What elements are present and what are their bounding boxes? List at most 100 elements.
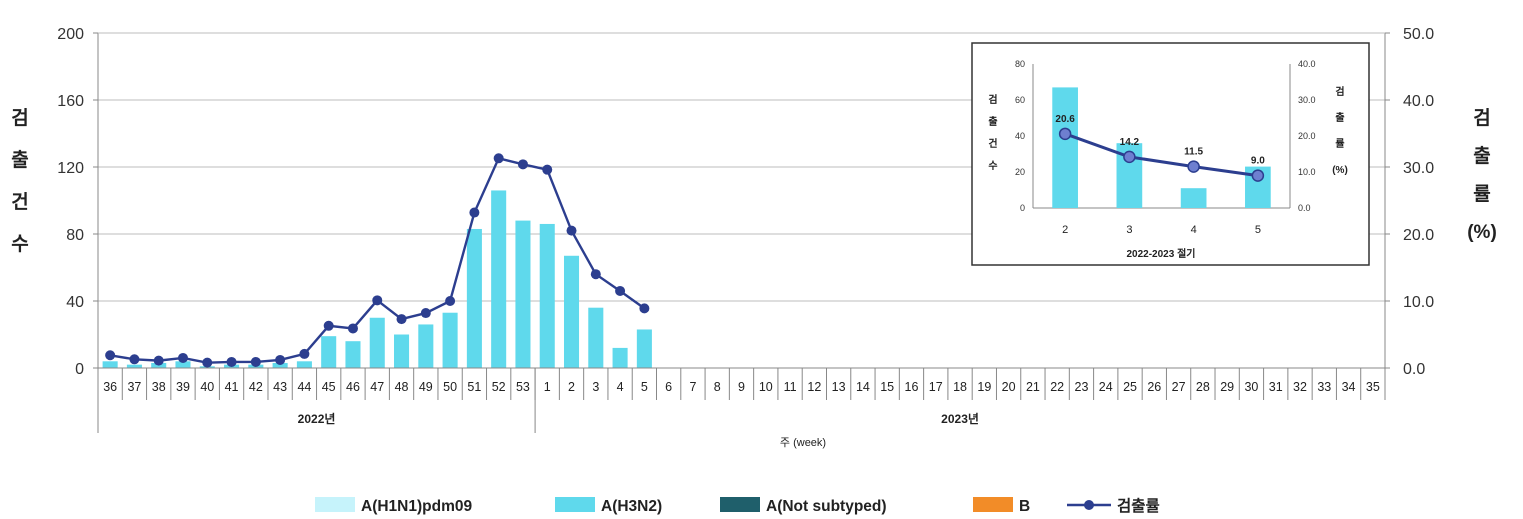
legend-swatch-2	[720, 497, 760, 512]
x-tick-label-44: 44	[297, 380, 311, 394]
legend-swatch-3	[973, 497, 1013, 512]
x-ticks: 36 37 38 39 40 41 42 43 44 45 46 47 48 49 50 51 52 53 1 2 3 4…	[103, 380, 1380, 426]
bar-ah3n2-44	[296, 361, 312, 368]
x-tick-label-14: 14	[856, 380, 870, 394]
x-tick-label-41: 41	[225, 380, 239, 394]
right-tick-label-2: 20.0	[1403, 227, 1434, 244]
inset-left-tick-1: 20	[1015, 167, 1025, 177]
rate-point-50	[445, 296, 456, 306]
x-tick-label-33: 33	[1317, 380, 1331, 394]
rate-point-44	[299, 348, 310, 359]
inset-rate-point-5	[1251, 169, 1265, 182]
x-tick-label-23: 23	[1075, 380, 1089, 394]
inset-rate-line	[1064, 132, 1259, 178]
bar-ah3n2-5	[636, 329, 652, 368]
x-tick-label-17: 17	[929, 380, 943, 394]
x-tick-label-36: 36	[103, 380, 117, 394]
x-tick-label-27: 27	[1172, 380, 1186, 394]
rate-point-38	[153, 355, 164, 366]
inset-left-tick-4: 80	[1015, 59, 1025, 69]
x-tick-label-13: 13	[832, 380, 846, 394]
inset-rate-point-4	[1187, 160, 1200, 173]
rate-point-5	[639, 303, 650, 314]
bar-ah3n2-39	[175, 361, 191, 368]
inset-rate-label-2: 20.6	[1055, 114, 1075, 125]
inset-right-tick-4: 40.0	[1298, 59, 1316, 69]
rate-point-1	[542, 164, 553, 175]
year-label-1: 2023년	[941, 412, 979, 426]
rate-point-47	[372, 295, 383, 306]
rate-point-43	[275, 354, 286, 365]
x-tick-label-2: 2	[568, 380, 575, 394]
rate-point-40	[202, 357, 213, 368]
legend: A(H1N1)pdm09 A(H3N2) A(Not subtyped) B 검출률	[315, 496, 1160, 515]
bar-ah3n2-37	[126, 364, 142, 368]
bar-ah3n2-1	[539, 223, 555, 368]
inset-rate-point-3	[1123, 150, 1136, 164]
x-tick-label-38: 38	[152, 380, 166, 394]
inset-x-tick-4: 4	[1191, 224, 1197, 236]
x-tick-label-35: 35	[1366, 380, 1380, 394]
bar-ah3n2-52	[491, 190, 507, 368]
rate-point-39	[177, 352, 188, 363]
x-tick-label-26: 26	[1147, 380, 1161, 394]
legend-swatch-0	[315, 497, 355, 512]
x-tick-label-16: 16	[905, 380, 919, 394]
rate-point-2	[566, 225, 577, 236]
inset-bar-4	[1180, 188, 1207, 208]
x-tick-label-24: 24	[1099, 380, 1113, 394]
x-tick-label-3: 3	[592, 380, 599, 394]
bar-ah3n2-49	[418, 324, 434, 368]
x-tick-label-25: 25	[1123, 380, 1137, 394]
x-tick-label-29: 29	[1220, 380, 1234, 394]
left-tick-label-0: 0	[75, 361, 84, 378]
x-tick-label-47: 47	[370, 380, 384, 394]
x-tick-label-53: 53	[516, 380, 530, 394]
inset-right-axis-title: 검 출 률 (%)	[1332, 86, 1348, 176]
right-tick-label-0: 0.0	[1403, 361, 1425, 378]
x-tick-label-10: 10	[759, 380, 773, 394]
x-tick-label-43: 43	[273, 380, 287, 394]
main-rate-line	[105, 153, 650, 368]
x-tick-label-11: 11	[784, 380, 797, 394]
inset-right-tick-2: 20.0	[1298, 131, 1316, 141]
x-tick-label-37: 37	[127, 380, 141, 394]
rate-point-45	[323, 320, 334, 331]
left-tick-label-4: 160	[57, 93, 84, 110]
inset-rate-label-3: 14.2	[1120, 137, 1140, 148]
inset-right-tick-1: 10.0	[1298, 167, 1316, 177]
bar-ah3n2-50	[442, 312, 458, 368]
x-tick-label-4: 4	[617, 380, 624, 394]
inset-x-tick-2: 2	[1062, 224, 1068, 236]
x-tick-label-8: 8	[714, 380, 721, 394]
x-tick-label-45: 45	[322, 380, 336, 394]
bar-ah3n2-47	[369, 317, 385, 368]
year-label-0: 2022년	[298, 412, 336, 426]
x-tick-label-51: 51	[467, 380, 481, 394]
rate-point-51	[469, 207, 480, 218]
bar-ah3n2-46	[345, 341, 361, 368]
x-tick-label-1: 1	[544, 380, 551, 394]
right-tick-label-4: 40.0	[1403, 93, 1434, 110]
x-tick-label-6: 6	[665, 380, 672, 394]
x-tick-label-20: 20	[1002, 380, 1016, 394]
inset-x-axis-title: 2022-2023 절기	[1126, 247, 1195, 260]
bar-ah3n2-45	[321, 336, 337, 368]
rate-point-53	[517, 159, 528, 170]
bar-ah3n2-2	[563, 255, 580, 368]
x-tick-label-12: 12	[807, 380, 821, 394]
inset-left-tick-2: 40	[1015, 131, 1025, 141]
left-y-ticks: 0 40 80 120 160 200	[57, 26, 98, 378]
x-tick-label-31: 31	[1269, 380, 1283, 394]
right-tick-label-3: 30.0	[1403, 160, 1434, 177]
x-tick-label-46: 46	[346, 380, 360, 394]
inset-x-tick-3: 3	[1126, 224, 1132, 236]
inset-rate-point-2	[1058, 127, 1072, 141]
rate-point-41	[226, 356, 237, 367]
x-tick-label-21: 21	[1026, 380, 1040, 394]
rate-point-3	[590, 269, 601, 280]
x-tick-label-32: 32	[1293, 380, 1307, 394]
x-tick-label-18: 18	[953, 380, 967, 394]
